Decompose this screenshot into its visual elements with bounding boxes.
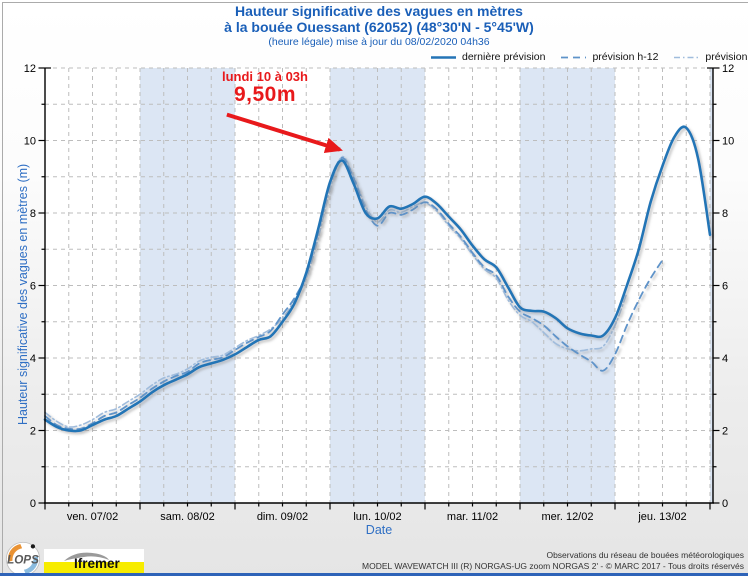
ifremer-logo-mark [64, 552, 109, 561]
solid-line-icon [431, 55, 456, 59]
y-tick-labels: 0 0 2 2 4 4 6 6 8 8 10 10 12 12 [24, 63, 735, 510]
x-day-label: ven. 07/02 [67, 511, 118, 523]
lops-logo-text: LOPS [7, 554, 39, 567]
bottom-blue-bar [0, 573, 748, 576]
y-tick-label-right: 12 [722, 63, 734, 75]
lops-logo: LOPS [5, 541, 41, 576]
peak-arrow-line [226, 112, 343, 154]
y-tick-label: 10 [24, 136, 36, 148]
y-tick-label-right: 2 [722, 426, 728, 438]
y-tick-label: 6 [30, 281, 36, 293]
legend-item-h24: prévision h-24 [673, 51, 748, 63]
series-dashed [44, 157, 664, 431]
x-day-label: sam. 08/02 [160, 511, 214, 523]
ifremer-logo: Ifremer [44, 549, 144, 574]
x-day-label: mar. 11/02 [447, 511, 498, 523]
ifremer-yellow-band [44, 562, 144, 573]
y-tick-label-right: 6 [722, 281, 728, 293]
x-axis-label: Date [365, 523, 393, 537]
peak-annotation-value: 9,50m [233, 83, 297, 106]
x-day-label: mer. 12/02 [542, 511, 594, 523]
forecast-line-dashed [44, 157, 664, 431]
legend-label: prévision h-24 [705, 51, 748, 63]
y-tick-label-right: 10 [722, 136, 734, 148]
y-tick-label: 0 [30, 498, 36, 510]
x-day-label: dim. 09/02 [257, 511, 308, 523]
credit-observations: Observations du réseau de bouées météoro… [546, 550, 744, 560]
legend-label: dernière prévision [462, 51, 546, 63]
gridlines [45, 67, 713, 503]
x-tick-labels: ven. 07/02 sam. 08/02 dim. 09/02 lun. 10/02… [44, 503, 711, 523]
chart-legend: dernière prévision prévision h-12 prévis… [430, 51, 748, 63]
y-axis-label: Hauteur significative des vagues en mètr… [16, 163, 30, 425]
credit-model: MODEL WAVEWATCH III (R) NORGAS-UG zoom N… [362, 560, 744, 571]
y-tick-label: 4 [30, 353, 36, 365]
y-tick-label-right: 4 [722, 353, 728, 365]
title-block: Hauteur significative des vagues en mètr… [40, 3, 718, 49]
y-tick-label: 8 [30, 208, 36, 220]
forecast-line-solid [43, 125, 712, 433]
x-day-label: jeu. 13/02 [637, 511, 686, 523]
legend-item-last-forecast: dernière prévision [430, 51, 545, 63]
y-tick-label: 12 [24, 63, 36, 75]
legend-label: prévision h-12 [592, 51, 659, 63]
credits: Observations du réseau de bouées météoro… [362, 550, 744, 571]
legend-item-h12: prévision h-12 [560, 51, 658, 63]
dashdot-line-icon [674, 56, 700, 58]
y-tick-label-right: 8 [722, 208, 728, 220]
ifremer-logo-text: Ifremer [74, 556, 120, 571]
peak-annotation-time: lundi 10 à 03h [222, 69, 308, 84]
page-subtitle: à la bouée Ouessant (62052) (48°30'N - 5… [224, 19, 534, 35]
peak-arrow [226, 112, 343, 154]
page-title: Hauteur significative des vagues en mètr… [235, 3, 523, 19]
peak-annotation: lundi 10 à 03h 9,50m [180, 70, 350, 106]
series-solid [43, 125, 712, 433]
y-tick-label-right: 0 [722, 498, 728, 510]
update-timestamp: (heure légale) mise à jour du 08/02/2020… [268, 36, 490, 48]
x-day-label: lun. 10/02 [353, 511, 401, 523]
dashed-line-icon [561, 56, 587, 58]
y-tick-label: 2 [30, 426, 36, 438]
